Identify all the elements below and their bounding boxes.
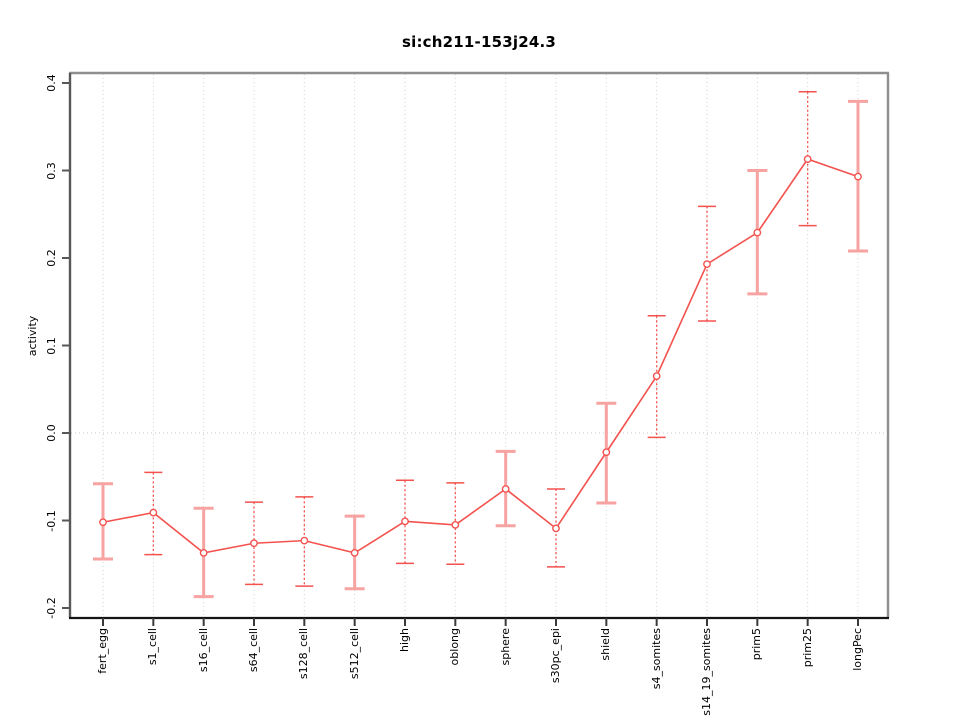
data-point-marker xyxy=(552,524,560,533)
x-tick-label: s1_cell xyxy=(146,628,160,666)
data-point-marker xyxy=(451,520,460,529)
data-point-marker xyxy=(703,260,711,269)
x-tick-label: sphere xyxy=(498,628,512,666)
data-point-marker xyxy=(149,508,158,517)
x-tick-label: s14_19_somites xyxy=(699,628,713,716)
data-point-marker xyxy=(250,539,258,548)
y-tick-label: 0.4 xyxy=(45,74,58,92)
data-point-marker xyxy=(602,448,611,457)
chart-title: si:ch211-153j24.3 xyxy=(401,33,557,51)
data-point-marker xyxy=(501,485,510,493)
series-line xyxy=(102,158,859,554)
x-tick-label: s512_cell xyxy=(347,628,361,680)
y-tick-label: 0.3 xyxy=(45,161,58,180)
x-tick-label: s128_cell xyxy=(297,628,311,680)
data-point-marker xyxy=(854,172,862,181)
x-tick-label: prim25 xyxy=(800,628,814,668)
data-point-marker xyxy=(99,518,107,527)
y-tick-label: 0.2 xyxy=(45,249,58,267)
x-tick-label: fert_egg xyxy=(96,628,109,674)
y-tick-label: -0.2 xyxy=(45,597,58,619)
x-tick-label: s30pc_epi xyxy=(548,628,562,684)
x-tick-label: prim5 xyxy=(750,628,764,661)
data-point-marker xyxy=(753,228,762,237)
data-point-marker xyxy=(401,517,409,526)
data-point-marker xyxy=(350,548,359,557)
x-tick-label: s4_somites xyxy=(649,628,663,690)
x-tick-label: oblong xyxy=(448,628,462,666)
x-tick-label: high xyxy=(397,628,411,652)
x-tick-label: shield xyxy=(599,628,613,661)
data-point-marker xyxy=(803,155,812,164)
y-tick-label: 0.0 xyxy=(45,424,58,442)
y-tick-label: -0.1 xyxy=(45,509,58,532)
y-axis-label: activity xyxy=(26,315,39,357)
x-tick-label: s64_cell xyxy=(246,628,260,673)
x-tick-label: s16_cell xyxy=(196,628,210,673)
data-point-marker xyxy=(652,372,661,381)
x-tick-label: longPec xyxy=(850,628,864,671)
data-point-marker xyxy=(300,536,309,545)
data-point-marker xyxy=(199,548,208,557)
y-tick-label: 0.1 xyxy=(45,336,58,355)
